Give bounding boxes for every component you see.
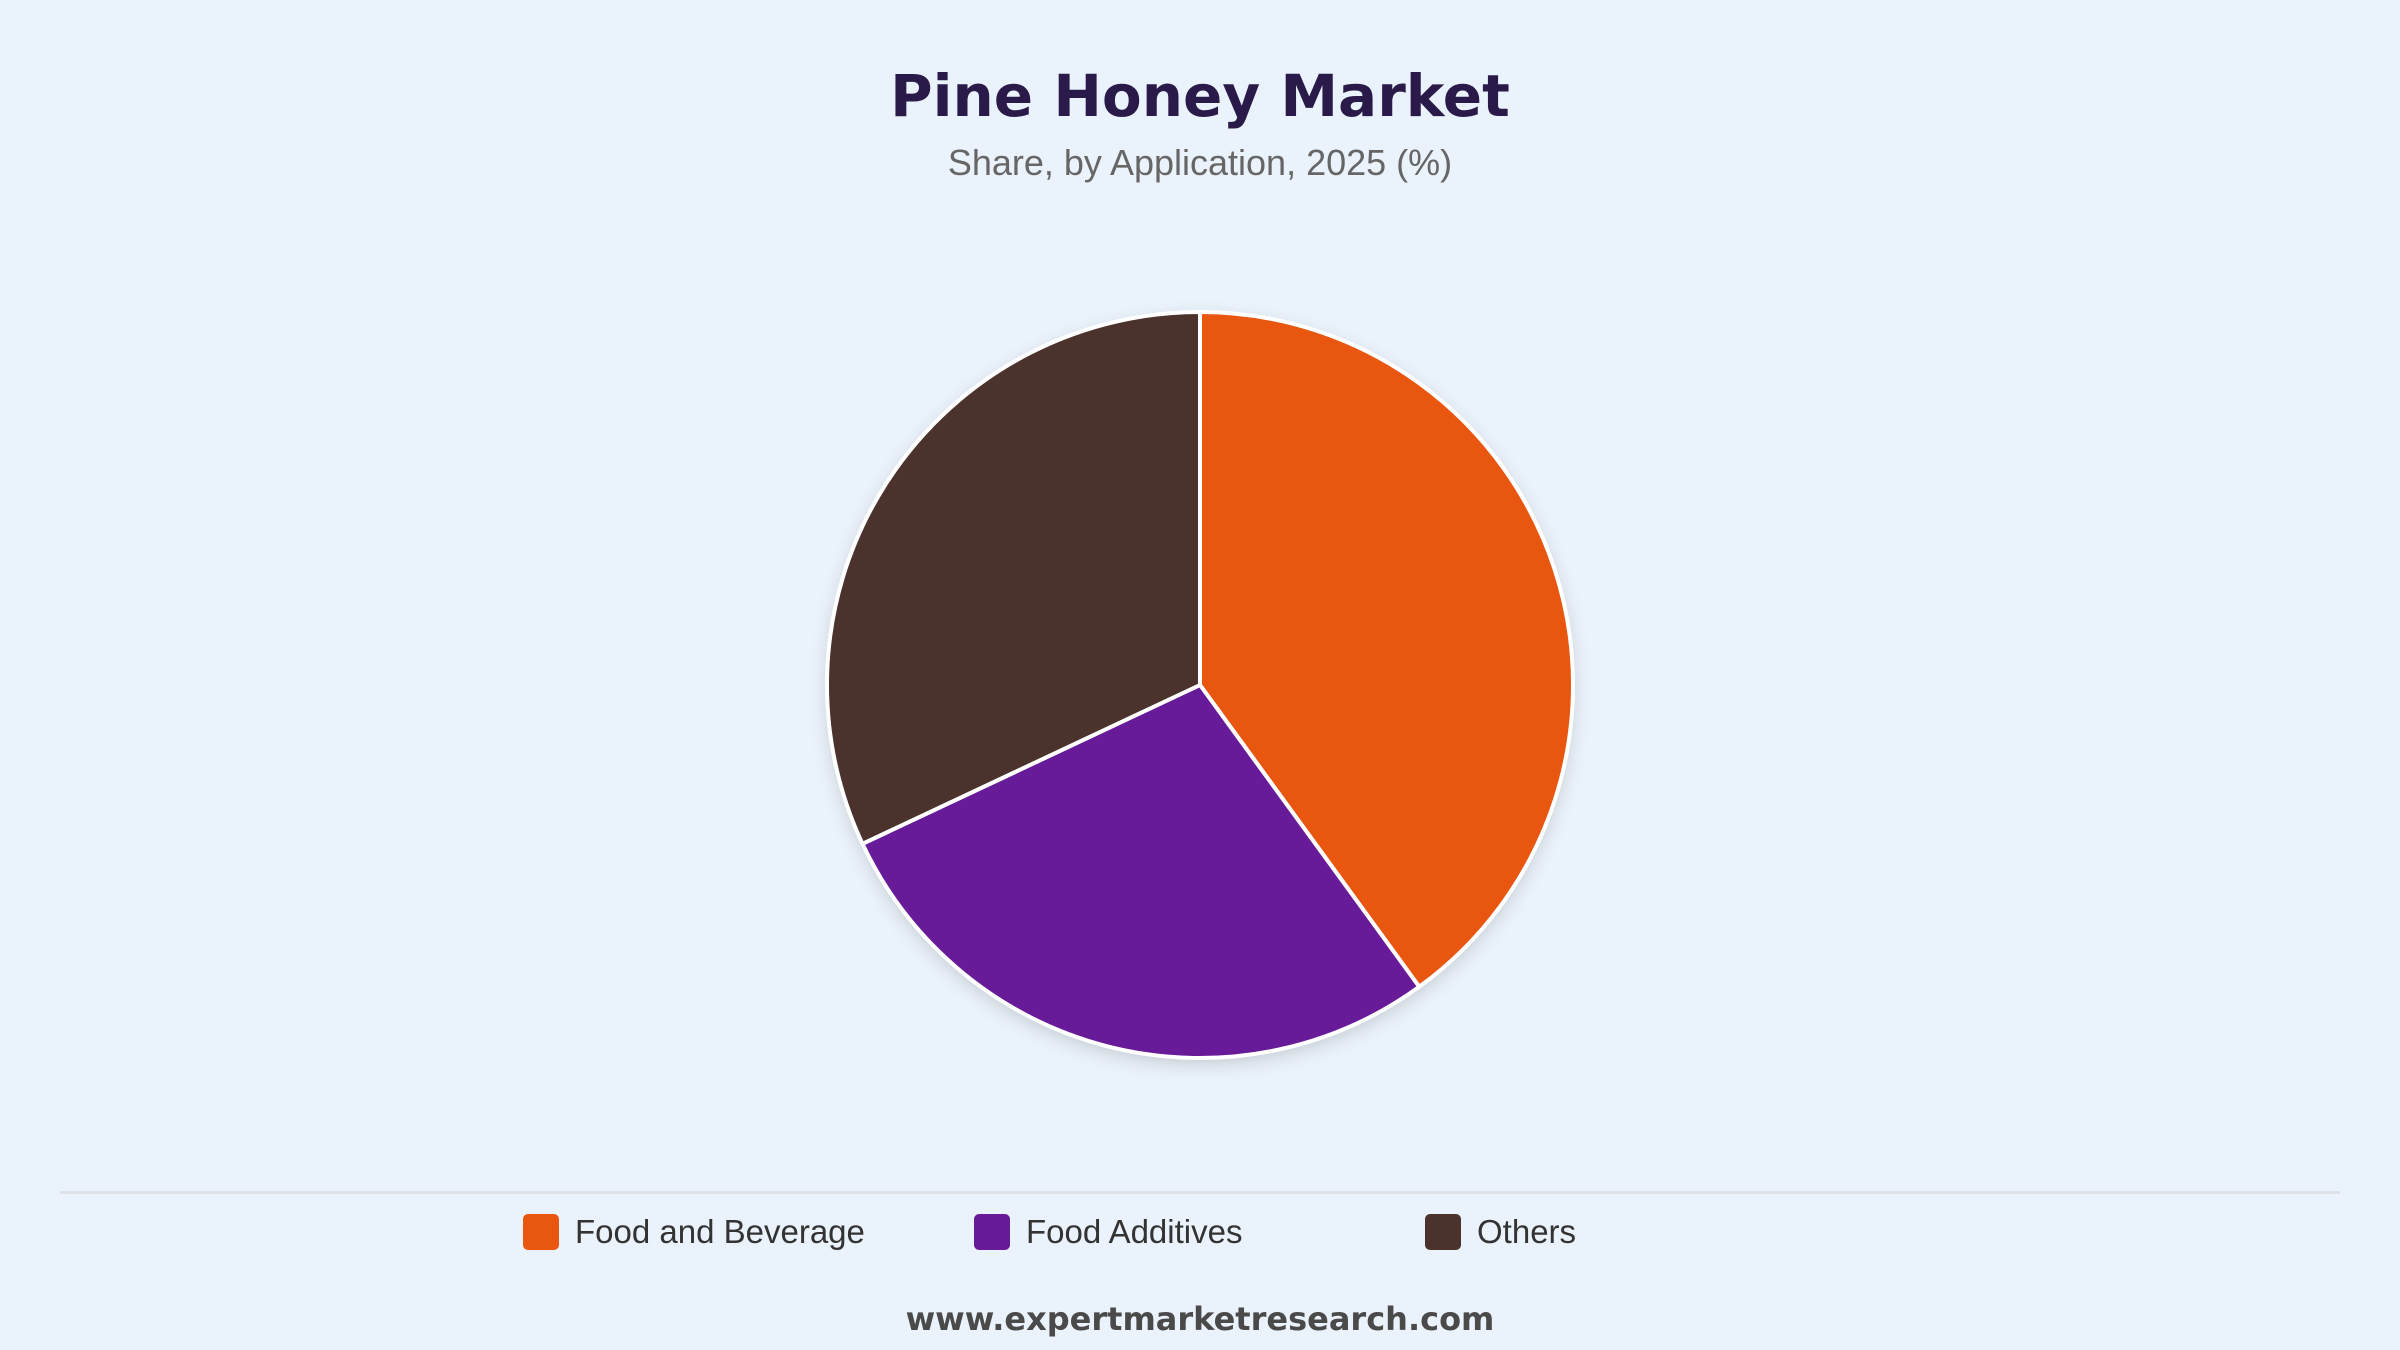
legend-label-food-additives: Food Additives	[1026, 1213, 1243, 1250]
legend-item-others: Others	[1425, 1212, 1576, 1252]
legend-divider	[60, 1191, 2340, 1194]
chart-title: Pine Honey Market	[890, 62, 1510, 130]
legend-label-others: Others	[1477, 1213, 1577, 1250]
pie-slice-food-and-beverage	[1198, 310, 1575, 989]
legend-swatch-food-and-beverage	[523, 1214, 559, 1250]
pie-slice-food-additives	[860, 683, 1422, 1060]
legend-label-food-and-beverage: Food and Beverage	[575, 1213, 865, 1250]
legend-swatch-others	[1425, 1214, 1461, 1250]
legend-swatch-food-additives	[974, 1214, 1010, 1250]
chart-subtitle: Share, by Application, 2025 (%)	[947, 142, 1453, 183]
pie-chart	[825, 310, 1575, 1060]
legend-item-food-additives: Food Additives	[974, 1212, 1242, 1252]
pie-slice-others	[825, 310, 1202, 846]
source-footer: www.expertmarketresearch.com	[905, 1300, 1495, 1338]
legend-item-food-and-beverage: Food and Beverage	[523, 1212, 865, 1252]
